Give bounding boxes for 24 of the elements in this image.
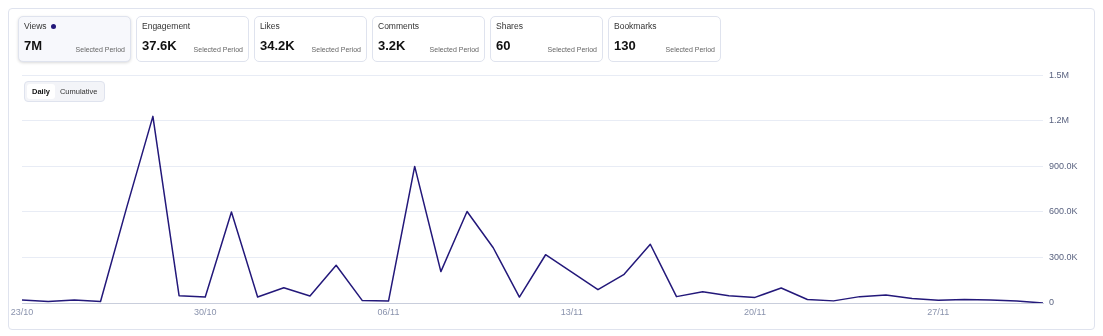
x-tick-label: 30/10 bbox=[193, 306, 217, 317]
y-tick-label: 600.0K bbox=[1049, 206, 1078, 217]
y-tick-label: 900.0K bbox=[1049, 160, 1078, 171]
text: 3.2K bbox=[378, 38, 406, 53]
text: 60 bbox=[496, 38, 511, 53]
x-tick-label: 20/11 bbox=[744, 306, 766, 317]
category-label: Engagement bbox=[142, 21, 191, 31]
text: 37.6K bbox=[142, 38, 177, 53]
x-tick-label: 23/10 bbox=[10, 306, 34, 317]
text: 130 bbox=[614, 38, 636, 53]
category-label: Bookmarks bbox=[614, 21, 657, 31]
category-label: Comments bbox=[378, 21, 420, 31]
category-label: Shares bbox=[496, 21, 523, 31]
text: 34.2K bbox=[260, 38, 295, 53]
category-label: Likes bbox=[260, 21, 280, 31]
y-tick-label: 300.0K bbox=[1049, 251, 1078, 262]
y-tick-label: 0 bbox=[1049, 297, 1055, 308]
x-tick-label: 27/11 bbox=[927, 306, 950, 317]
x-tick-label: 13/11 bbox=[560, 306, 583, 317]
category-label: Views bbox=[24, 21, 47, 31]
x-tick-label: 06/11 bbox=[377, 306, 400, 317]
y-tick-label: 1.2M bbox=[1049, 115, 1070, 126]
text: 7M bbox=[24, 38, 43, 53]
y-tick-label: 1.5M bbox=[1049, 69, 1070, 80]
